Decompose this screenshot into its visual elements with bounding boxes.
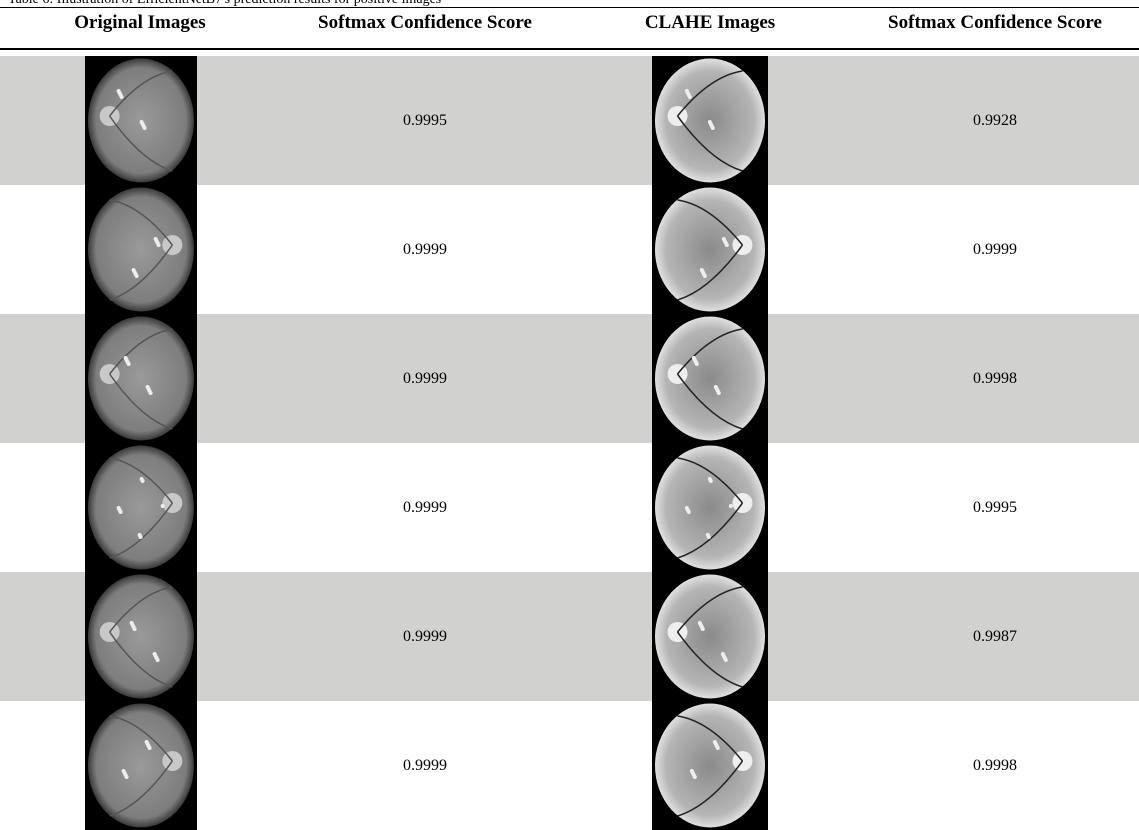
clahe-image bbox=[652, 314, 768, 443]
table-row: 0.9999 0.9998 bbox=[0, 701, 1139, 830]
table-row: 0.9999 0.9999 bbox=[0, 185, 1139, 314]
table-row: 0.9999 0.9987 bbox=[0, 572, 1139, 701]
table-row: 0.9995 0.9928 bbox=[0, 56, 1139, 185]
confidence-score: 0.9987 bbox=[973, 628, 1017, 645]
table-row: 0.9999 0.9998 bbox=[0, 314, 1139, 443]
clahe-image bbox=[652, 701, 768, 830]
column-header: Softmax Confidence Score bbox=[318, 12, 532, 33]
original-image bbox=[85, 56, 197, 185]
confidence-score: 0.9995 bbox=[403, 112, 447, 129]
confidence-score: 0.9928 bbox=[973, 112, 1017, 129]
column-header: Softmax Confidence Score bbox=[888, 12, 1102, 33]
original-image bbox=[85, 314, 197, 443]
confidence-score: 0.9999 bbox=[403, 499, 447, 516]
header-rule bbox=[0, 48, 1139, 50]
confidence-score: 0.9998 bbox=[973, 370, 1017, 387]
confidence-score: 0.9999 bbox=[973, 241, 1017, 258]
clahe-image bbox=[652, 185, 768, 314]
original-image bbox=[85, 443, 197, 572]
original-image bbox=[85, 185, 197, 314]
clahe-image bbox=[652, 443, 768, 572]
confidence-score: 0.9998 bbox=[973, 757, 1017, 774]
original-image bbox=[85, 572, 197, 701]
confidence-score: 0.9995 bbox=[973, 499, 1017, 516]
confidence-score: 0.9999 bbox=[403, 370, 447, 387]
top-rule bbox=[0, 7, 1139, 8]
confidence-score: 0.9999 bbox=[403, 241, 447, 258]
clahe-image bbox=[652, 572, 768, 701]
confidence-score: 0.9999 bbox=[403, 757, 447, 774]
clahe-image bbox=[652, 56, 768, 185]
original-image bbox=[85, 701, 197, 830]
table-row: 0.9999 0.9995 bbox=[0, 443, 1139, 572]
table-caption: Table 6: Illustration of EfficientNetB7'… bbox=[8, 0, 441, 8]
confidence-score: 0.9999 bbox=[403, 628, 447, 645]
column-header: Original Images bbox=[74, 12, 206, 33]
column-header: CLAHE Images bbox=[644, 12, 776, 33]
